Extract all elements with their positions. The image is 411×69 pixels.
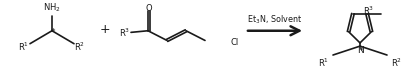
Text: R$^3$: R$^3$ xyxy=(363,4,374,17)
Text: R$^2$: R$^2$ xyxy=(74,41,85,53)
Text: NH$_2$: NH$_2$ xyxy=(43,2,61,14)
Text: R$^1$: R$^1$ xyxy=(318,57,329,69)
Text: *: * xyxy=(359,47,363,56)
Text: R$^2$: R$^2$ xyxy=(391,57,402,69)
Text: N: N xyxy=(357,46,363,55)
Text: R$^1$: R$^1$ xyxy=(18,41,30,53)
Text: *: * xyxy=(51,28,55,37)
Text: Cl: Cl xyxy=(230,38,238,47)
Text: Et$_3$N, Solvent: Et$_3$N, Solvent xyxy=(247,13,302,26)
Text: O: O xyxy=(145,4,152,13)
Text: +: + xyxy=(100,23,110,36)
Text: R$^3$: R$^3$ xyxy=(119,26,130,39)
